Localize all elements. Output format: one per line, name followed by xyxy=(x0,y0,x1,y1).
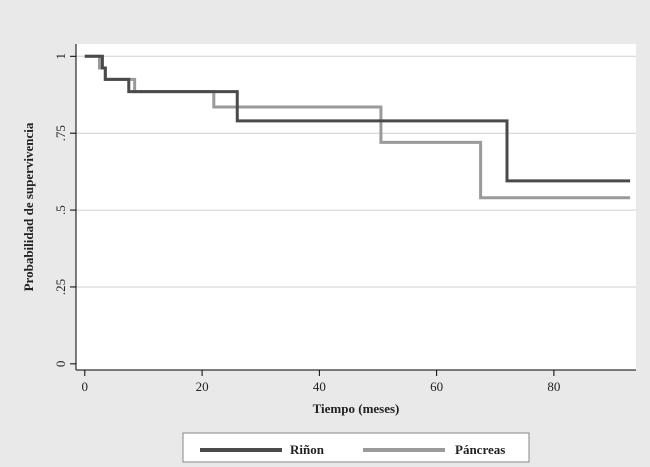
x-tick-label: 0 xyxy=(82,379,89,394)
y-tick-label: .25 xyxy=(53,279,68,295)
y-tick-label: .5 xyxy=(53,205,68,215)
y-tick-label: 0 xyxy=(53,361,68,368)
y-ticks: 0 .25 .5 .75 1 xyxy=(53,53,76,367)
grid-lines xyxy=(76,55,636,288)
series-line-0 xyxy=(84,54,631,183)
x-tick-label: 40 xyxy=(313,379,326,394)
x-axis-title: Tiempo (meses) xyxy=(313,401,400,416)
legend-label-pancreas: Páncreas xyxy=(455,442,505,457)
legend-box xyxy=(182,432,530,463)
legend-label-rinon: Riñon xyxy=(290,442,325,457)
x-tick-label: 20 xyxy=(196,379,209,394)
y-tick-label: 1 xyxy=(53,53,68,60)
x-tick-label: 60 xyxy=(430,379,443,394)
y-axis-title: Probabilidad de supervivencia xyxy=(21,122,36,291)
x-ticks: 0 20 40 60 80 xyxy=(82,370,560,394)
x-tick-label: 80 xyxy=(547,379,560,394)
y-tick-label: .75 xyxy=(53,125,68,141)
plot-area xyxy=(76,44,636,370)
legend: Riñon Páncreas xyxy=(182,432,530,463)
series-layer xyxy=(84,54,631,200)
